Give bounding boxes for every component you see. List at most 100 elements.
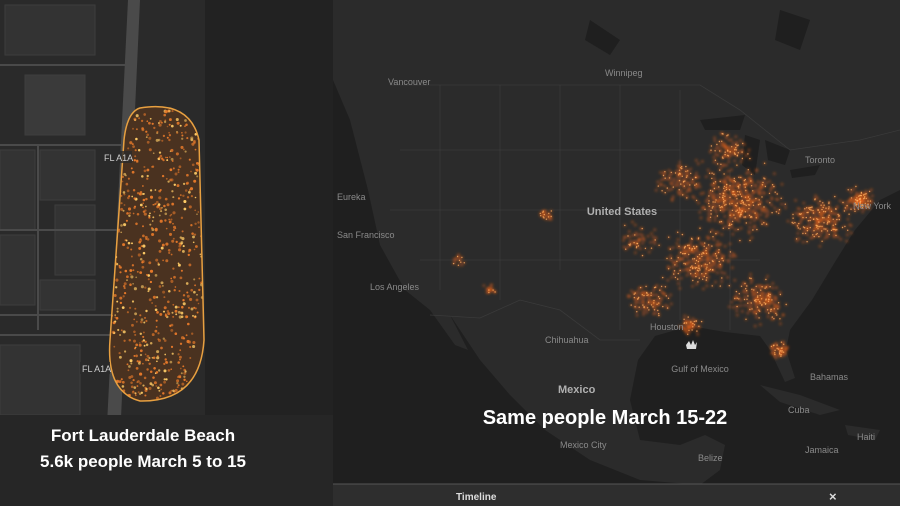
activity-dot — [163, 310, 165, 313]
activity-dot — [490, 287, 494, 291]
activity-dot — [159, 312, 163, 316]
activity-dot — [806, 227, 809, 230]
activity-dot — [177, 310, 181, 314]
activity-dot — [713, 173, 715, 175]
activity-dot — [802, 229, 806, 233]
activity-dot — [682, 253, 684, 255]
activity-dot — [699, 257, 701, 260]
activity-dot — [681, 172, 685, 176]
activity-dot — [158, 207, 162, 211]
activity-dot — [818, 211, 821, 213]
activity-dot — [165, 177, 168, 180]
activity-dot — [731, 187, 735, 191]
activity-dot — [716, 215, 719, 217]
activity-dot — [753, 292, 757, 296]
activity-dot — [706, 266, 708, 268]
activity-dot — [736, 155, 738, 157]
activity-dot — [677, 184, 680, 187]
activity-dot — [699, 216, 703, 220]
activity-dot — [663, 184, 666, 188]
activity-dot — [646, 234, 650, 238]
activity-dot — [808, 207, 810, 209]
activity-dot — [818, 221, 820, 223]
activity-dot — [748, 221, 752, 225]
activity-dot — [715, 243, 718, 247]
road-label-bg — [80, 362, 110, 374]
activity-dot — [692, 178, 694, 181]
activity-dot — [765, 286, 767, 288]
activity-dot — [739, 193, 741, 195]
activity-dot — [636, 289, 640, 293]
activity-dot — [189, 357, 192, 359]
activity-dot — [186, 339, 190, 344]
activity-dot — [678, 245, 680, 247]
activity-dot — [758, 199, 760, 201]
activity-dot — [494, 291, 496, 293]
activity-dot — [731, 184, 735, 188]
activity-dot — [810, 206, 812, 209]
activity-dot — [139, 382, 142, 385]
activity-dot — [160, 388, 163, 391]
activity-dot — [140, 245, 143, 248]
activity-dot — [816, 232, 818, 235]
activity-dot — [732, 193, 734, 196]
road-label: FL A1A — [104, 153, 133, 163]
activity-dot — [759, 213, 763, 217]
activity-dot — [795, 238, 798, 240]
activity-dot — [757, 204, 760, 206]
activity-dot — [747, 196, 750, 198]
activity-dot — [735, 149, 738, 151]
activity-dot — [716, 193, 720, 197]
activity-dot — [724, 200, 726, 202]
activity-dot — [728, 254, 732, 258]
activity-dot — [134, 392, 137, 395]
activity-dot — [129, 359, 133, 363]
activity-dot — [722, 260, 724, 262]
activity-dot — [697, 258, 701, 262]
timeline-close[interactable]: × — [829, 489, 837, 504]
activity-dot — [696, 256, 699, 258]
activity-dot — [758, 206, 762, 210]
activity-dot — [111, 330, 115, 334]
activity-dot — [196, 293, 198, 296]
activity-dot — [180, 145, 184, 149]
activity-dot — [698, 185, 702, 189]
activity-dot — [725, 188, 728, 191]
activity-dot — [135, 320, 138, 323]
activity-dot — [807, 222, 811, 226]
activity-dot — [181, 237, 185, 241]
activity-dot — [175, 313, 178, 316]
activity-dot — [724, 151, 726, 153]
activity-dot — [698, 325, 700, 327]
activity-dot — [743, 298, 746, 301]
activity-dot — [766, 274, 769, 278]
activity-dot — [795, 239, 799, 243]
activity-dot — [185, 123, 188, 127]
activity-dot — [754, 315, 758, 319]
activity-dot — [121, 180, 124, 183]
activity-dot — [855, 191, 859, 195]
activity-dot — [742, 290, 746, 294]
activity-dot — [153, 210, 156, 213]
activity-dot — [635, 313, 639, 317]
activity-dot — [176, 386, 179, 389]
activity-dot — [151, 302, 154, 304]
activity-dot — [633, 296, 636, 299]
map-label: Chihuahua — [545, 335, 589, 345]
activity-dot — [119, 296, 123, 300]
activity-dot — [181, 131, 183, 134]
activity-dot — [166, 309, 170, 313]
activity-dot — [747, 153, 749, 155]
activity-dot — [153, 381, 157, 385]
activity-dot — [722, 163, 726, 167]
activity-dot — [804, 208, 806, 210]
activity-dot — [711, 172, 713, 174]
activity-dot — [175, 117, 179, 122]
activity-dot — [548, 212, 550, 215]
activity-dot — [156, 356, 160, 360]
activity-dot — [139, 314, 142, 317]
activity-dot — [845, 233, 849, 237]
activity-dot — [691, 329, 693, 331]
activity-dot — [791, 221, 793, 224]
activity-dot — [735, 218, 739, 222]
